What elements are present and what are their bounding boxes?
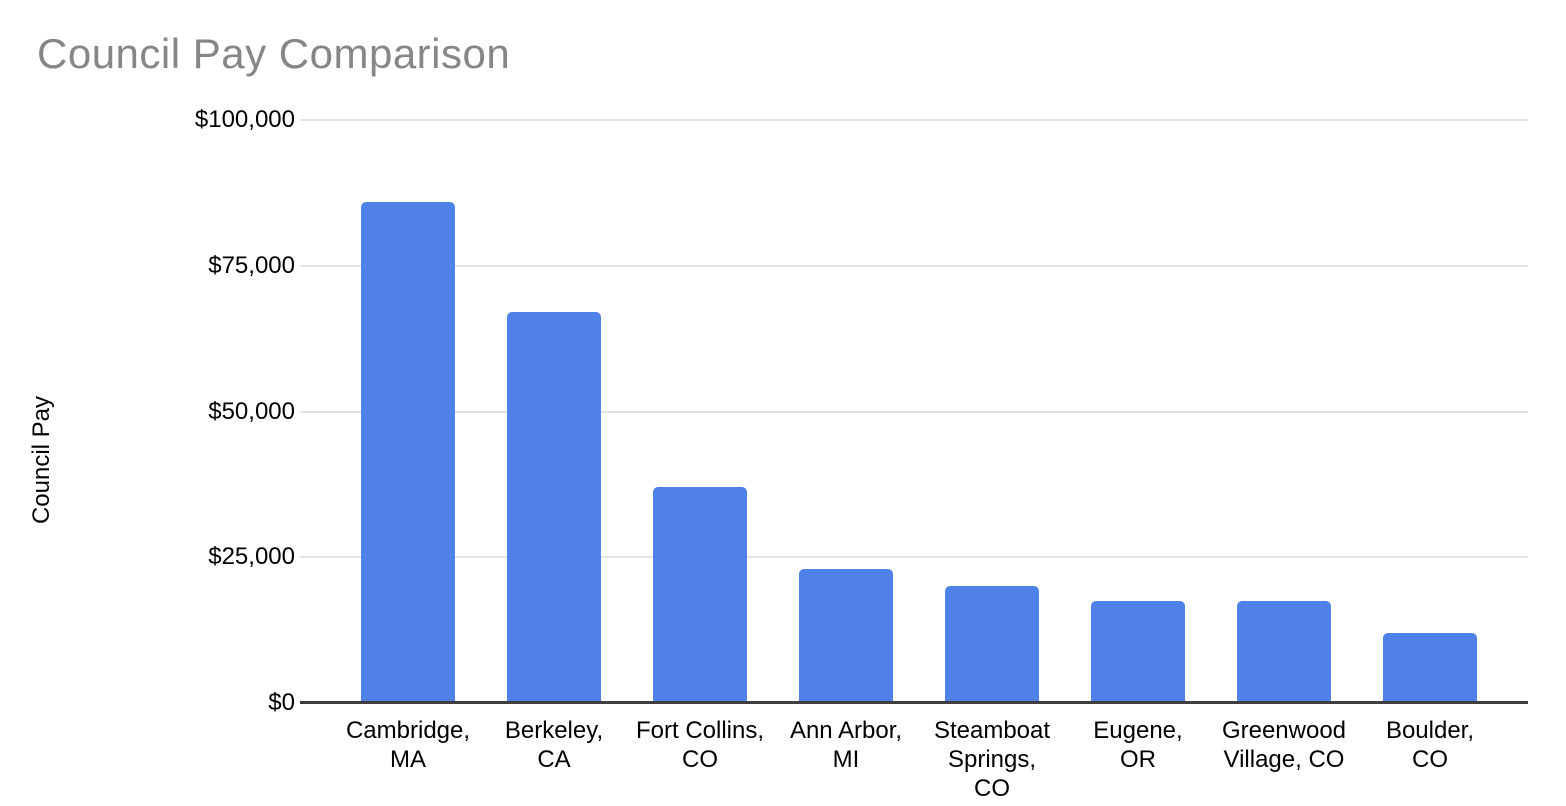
x-label-boulder-co: Boulder, CO [1385,717,1475,773]
tick-100-000 [300,119,310,121]
x-label-ann-arbor-mi: Ann Arbor, MI [789,717,903,773]
y-tick-label-75-000: $75,000 [208,252,295,279]
y-tick-label-50-000: $50,000 [208,398,295,425]
bar-eugene-or [1091,601,1185,703]
y-axis-tick-labels: $0 $25,000 $50,000 $75,000 $100,000 [0,0,295,806]
x-label-berkeley-ca: Berkeley, CA [504,717,604,773]
tick-25-000 [300,556,310,558]
bar-steamboat-springs-co [945,586,1039,703]
x-label-cambridge-ma: Cambridge, MA [345,717,471,773]
gridline-75-000 [310,265,1528,267]
x-axis-line [300,701,1528,704]
gridline-100-000 [310,119,1528,121]
plot-area [310,119,1528,703]
x-label-fort-collins-co: Fort Collins, CO [635,717,765,773]
x-label-eugene-or: Eugene, OR [1093,717,1183,773]
bar-boulder-co [1383,633,1477,703]
tick-75-000 [300,265,310,267]
bar-berkeley-ca [507,312,601,703]
gridline-50-000 [310,411,1528,413]
y-tick-label-100-000: $100,000 [194,106,295,133]
chart-title: Council Pay Comparison [37,30,511,77]
gridline-25-000 [310,556,1528,558]
bar-ann-arbor-mi [799,569,893,703]
x-label-steamboat-springs-co: Steamboat Springs, CO [933,717,1051,802]
x-label-greenwood-village-co: Greenwood Village, CO [1221,717,1347,773]
bar-fort-collins-co [653,487,747,703]
y-tick-label-25-000: $25,000 [208,543,295,570]
bar-greenwood-village-co [1237,601,1331,703]
bar-cambridge-ma [361,202,455,703]
y-tick-label-0: $0 [268,689,295,716]
tick-50-000 [300,411,310,413]
